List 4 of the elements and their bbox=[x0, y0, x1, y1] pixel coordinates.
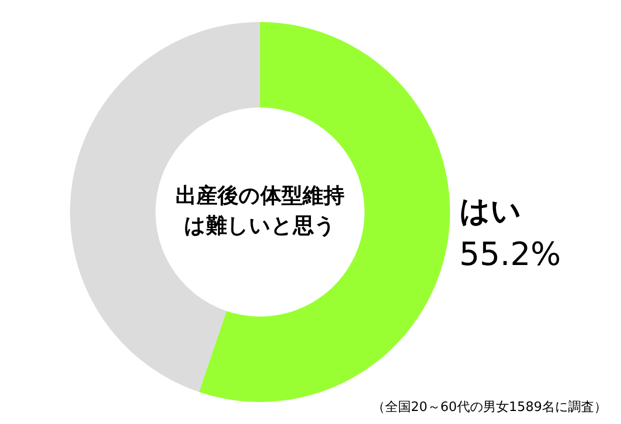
data-label: 55.2% bbox=[459, 234, 561, 273]
text: （全国20～60代の男女1589名に調査） bbox=[372, 399, 607, 416]
text: 出産後の体型維持は難しいと思う bbox=[176, 183, 344, 238]
slice-label: はい bbox=[459, 194, 522, 229]
